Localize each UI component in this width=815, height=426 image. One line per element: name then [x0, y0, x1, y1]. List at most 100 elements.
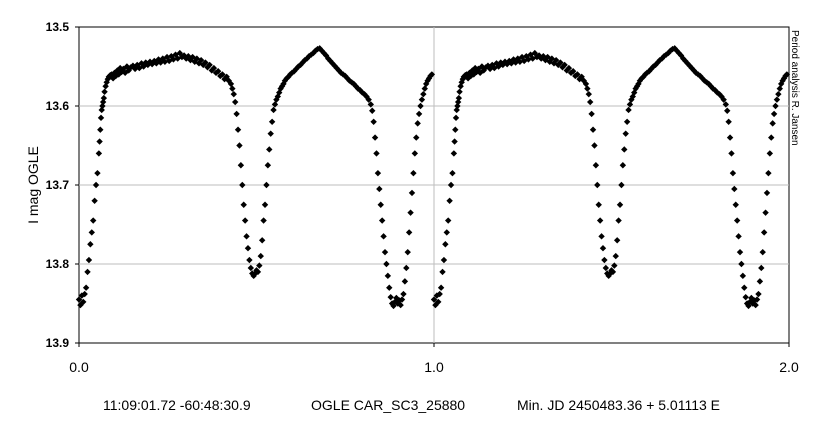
data-point [410, 169, 417, 177]
y-tick-label: 13.7 [46, 178, 70, 192]
data-point [232, 98, 239, 106]
data-point [616, 201, 624, 208]
data-point [595, 201, 602, 208]
data-point [370, 118, 377, 125]
data-point [367, 101, 375, 108]
data-point [227, 80, 235, 88]
data-point [257, 252, 264, 260]
data-point [233, 110, 240, 118]
data-point [407, 209, 414, 216]
data-point [223, 73, 230, 80]
data-point [658, 55, 666, 62]
data-point [749, 300, 756, 307]
data-point [91, 197, 98, 204]
data-point [80, 298, 87, 306]
data-point [424, 77, 431, 84]
data-point [716, 90, 723, 98]
data-point [254, 268, 262, 276]
data-point [411, 150, 419, 157]
data-point [516, 58, 524, 65]
data-point [544, 53, 551, 61]
data-point [281, 77, 289, 84]
data-point [445, 217, 452, 224]
data-point [134, 61, 141, 69]
data-point [523, 53, 530, 60]
side-label: Period analysis R. Jansen [789, 30, 800, 146]
star-caption: OGLE CAR_SC3_25880 [311, 397, 466, 413]
data-point [442, 241, 449, 248]
data-point [200, 61, 207, 69]
data-point [738, 260, 745, 268]
data-point [365, 96, 372, 103]
data-point [665, 49, 672, 57]
data-point [90, 217, 97, 224]
data-point [187, 56, 194, 64]
data-point [759, 248, 766, 256]
data-point [732, 201, 739, 208]
data-point [260, 217, 267, 224]
y-axis-ticks: 13.5 13.6 13.7 13.8 13.9 [46, 20, 79, 350]
data-point [574, 71, 581, 78]
data-point [384, 272, 392, 280]
data-point [540, 53, 547, 60]
data-point [662, 51, 670, 58]
data-point [773, 96, 781, 103]
data-point [724, 107, 731, 114]
data-point [605, 272, 612, 280]
data-point [625, 106, 632, 114]
data-point [765, 169, 772, 177]
data-point [580, 77, 588, 84]
data-point [725, 118, 732, 125]
data-point [576, 75, 583, 83]
data-point [531, 49, 539, 57]
data-point [518, 53, 526, 61]
data-point [414, 120, 421, 127]
data-point [436, 290, 443, 298]
data-point [602, 264, 610, 272]
data-point [299, 59, 306, 66]
data-point [404, 248, 411, 256]
data-point [638, 75, 645, 82]
data-point [484, 62, 492, 69]
data-point [99, 98, 107, 106]
data-point [557, 59, 564, 66]
data-point [714, 89, 721, 96]
data-point [100, 94, 108, 102]
data-point [642, 71, 649, 78]
data-point [420, 90, 427, 98]
data-point [486, 65, 494, 73]
data-point [618, 181, 625, 189]
data-point [312, 47, 319, 54]
data-point [675, 49, 683, 57]
data-point [271, 101, 279, 108]
data-point [599, 245, 607, 252]
data-point [640, 73, 647, 80]
data-point [677, 52, 685, 59]
data-point [569, 68, 577, 75]
x-tick-label: 1.0 [424, 359, 444, 375]
data-point [760, 229, 768, 236]
y-tick-label: 13.6 [46, 99, 70, 113]
data-point [766, 150, 774, 157]
data-point [75, 296, 83, 303]
data-point [582, 80, 590, 88]
data-point [99, 102, 106, 110]
data-point [161, 58, 169, 65]
data-point [217, 72, 224, 80]
data-point [417, 102, 424, 110]
x-axis-ticks: 0.0 1.0 2.0 [69, 343, 799, 375]
x-tick-label: 0.0 [69, 359, 89, 375]
data-point [440, 256, 448, 264]
data-point [596, 217, 604, 224]
data-point [752, 301, 759, 309]
data-point [447, 181, 455, 189]
gridlines [79, 27, 789, 343]
y-tick-label: 13.5 [46, 20, 70, 34]
data-point [443, 229, 450, 236]
data-point [451, 138, 458, 145]
data-point [234, 126, 242, 133]
data-point [546, 58, 553, 65]
data-point [398, 296, 406, 303]
data-point [380, 233, 387, 240]
